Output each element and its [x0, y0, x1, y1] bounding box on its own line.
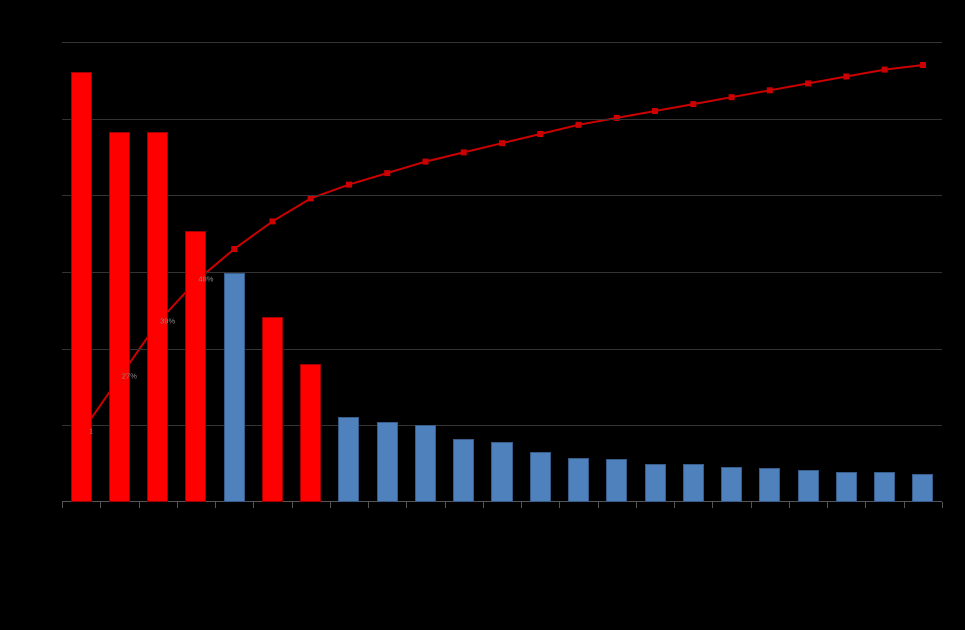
line-marker-13: [537, 131, 543, 137]
x-tick: [292, 502, 293, 508]
line-marker-5: [231, 246, 237, 252]
line-marker-14: [576, 122, 582, 128]
line-marker-23: [920, 62, 926, 68]
line-marker-16: [652, 108, 658, 114]
x-tick: [674, 502, 675, 508]
line-annotation: 39%: [160, 316, 175, 325]
line-marker-22: [882, 67, 888, 73]
line-annotation: 27%: [122, 371, 137, 380]
x-tick: [598, 502, 599, 508]
x-tick: [789, 502, 790, 508]
x-tick: [139, 502, 140, 508]
line-marker-6: [269, 218, 275, 224]
x-tick: [330, 502, 331, 508]
line-marker-18: [729, 94, 735, 100]
x-tick: [483, 502, 484, 508]
bar-23: [912, 474, 933, 502]
gridline: [62, 42, 942, 43]
x-tick: [445, 502, 446, 508]
bar-14: [568, 458, 589, 502]
line-marker-21: [843, 74, 849, 80]
bar-11: [453, 439, 474, 502]
x-tick: [942, 502, 943, 508]
bar-2: [109, 132, 130, 502]
line-marker-19: [767, 87, 773, 93]
cumulative-path: [81, 65, 923, 433]
x-tick: [100, 502, 101, 508]
line-marker-10: [423, 159, 429, 165]
line-marker-11: [461, 149, 467, 155]
bar-10: [415, 425, 436, 502]
chart-container: 1 27% 39% 48%: [0, 0, 965, 630]
line-marker-20: [805, 80, 811, 86]
bar-21: [836, 472, 857, 502]
x-tick: [636, 502, 637, 508]
bar-16: [645, 464, 666, 502]
line-marker-12: [499, 140, 505, 146]
bar-1: [71, 72, 92, 502]
bar-22: [874, 472, 895, 502]
line-annotation: 1: [89, 427, 93, 436]
x-tick: [215, 502, 216, 508]
bar-19: [759, 468, 780, 502]
bar-5: [224, 273, 245, 502]
x-tick: [62, 502, 63, 508]
plot-area: 1 27% 39% 48%: [62, 42, 942, 502]
bar-15: [606, 459, 627, 502]
x-tick: [827, 502, 828, 508]
bar-4: [185, 231, 206, 502]
line-marker-9: [384, 170, 390, 176]
line-annotation: 48%: [198, 275, 213, 284]
x-tick: [712, 502, 713, 508]
gridline: [62, 119, 942, 120]
x-tick: [751, 502, 752, 508]
bar-8: [338, 417, 359, 502]
bar-6: [262, 317, 283, 502]
x-tick: [559, 502, 560, 508]
bar-13: [530, 452, 551, 502]
bar-20: [798, 470, 819, 502]
bar-18: [721, 467, 742, 502]
bar-9: [377, 422, 398, 502]
line-marker-8: [346, 182, 352, 188]
x-tick: [177, 502, 178, 508]
x-tick: [406, 502, 407, 508]
bar-17: [683, 464, 704, 502]
x-tick: [521, 502, 522, 508]
x-tick: [253, 502, 254, 508]
bar-12: [491, 442, 512, 502]
x-tick: [865, 502, 866, 508]
line-marker-17: [690, 101, 696, 107]
x-tick: [904, 502, 905, 508]
x-tick: [368, 502, 369, 508]
gridline: [62, 195, 942, 196]
bar-7: [300, 364, 321, 502]
